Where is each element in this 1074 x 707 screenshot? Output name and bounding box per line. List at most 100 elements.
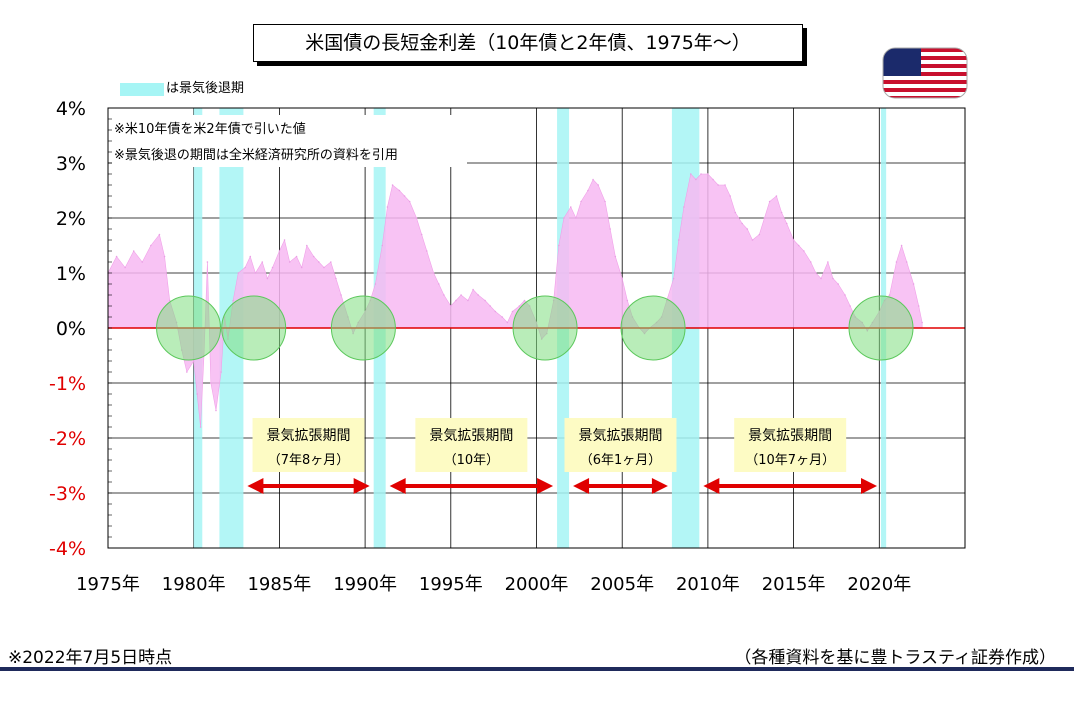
spread-point xyxy=(494,310,497,313)
spread-point xyxy=(199,426,202,428)
spread-point xyxy=(580,200,582,203)
expansion-label: 景気拡張期間 xyxy=(267,428,351,444)
x-tick-label: 2005年 xyxy=(590,574,654,595)
spread-point xyxy=(768,200,771,203)
x-tick-label: 1980年 xyxy=(162,574,226,595)
spread-point xyxy=(557,244,560,247)
spread-point xyxy=(249,255,252,258)
spread-point xyxy=(386,206,389,208)
x-tick-label: 1990年 xyxy=(333,574,397,595)
expansion-arrow-head-right xyxy=(651,478,668,494)
spread-point xyxy=(518,305,521,307)
spread-point xyxy=(132,250,135,252)
spread-point xyxy=(124,266,126,269)
spread-point xyxy=(751,239,754,241)
spread-point xyxy=(775,195,778,197)
inversion-circle xyxy=(848,295,914,361)
inversion-circle xyxy=(156,295,222,361)
spread-point xyxy=(921,321,923,324)
spread-point xyxy=(295,255,298,258)
spread-point xyxy=(763,217,766,219)
spread-point xyxy=(917,305,920,307)
spread-point xyxy=(809,261,812,263)
spread-point xyxy=(506,321,509,324)
expansion-arrow-head-left xyxy=(703,478,720,494)
spread-point xyxy=(484,299,486,302)
legend-text: は景気後退期 xyxy=(166,81,245,96)
spread-point xyxy=(420,233,423,236)
spread-point xyxy=(232,299,234,302)
spread-point xyxy=(450,305,452,307)
spread-point xyxy=(609,228,612,230)
y-tick-label: 4% xyxy=(56,98,86,120)
spread-point xyxy=(266,277,269,280)
x-tick-label: 2000年 xyxy=(505,574,569,595)
expansion-arrow-head-right xyxy=(353,478,370,494)
expansion-arrow-head-right xyxy=(861,478,878,494)
spread-point xyxy=(215,409,217,412)
spread-point xyxy=(895,261,898,263)
spread-point xyxy=(391,184,394,186)
notes-background xyxy=(112,115,467,167)
spread-point xyxy=(614,255,617,258)
spread-point xyxy=(340,294,342,296)
spread-point xyxy=(523,299,526,302)
footer-bar xyxy=(0,667,1074,671)
spread-point xyxy=(792,239,795,241)
spread-point xyxy=(115,255,118,258)
spread-point xyxy=(374,283,377,285)
spread-point xyxy=(905,261,908,263)
spread-point xyxy=(626,299,629,302)
x-tick-label: 1995年 xyxy=(419,574,483,595)
spread-point xyxy=(477,294,480,296)
spread-point xyxy=(271,266,274,269)
spread-point xyxy=(707,173,709,175)
spread-point xyxy=(300,266,303,269)
spread-point xyxy=(210,382,212,384)
expansion-duration: （7年8ヶ月） xyxy=(268,453,350,468)
us-flag-icon xyxy=(882,47,968,99)
spread-point xyxy=(443,294,445,296)
spread-point xyxy=(206,261,209,263)
x-tick-label: 2010年 xyxy=(676,574,740,595)
x-tick-label: 1975年 xyxy=(76,574,140,595)
y-tick-label: -3% xyxy=(49,483,86,505)
spread-point xyxy=(844,294,846,296)
expansion-label-box xyxy=(415,418,528,472)
spread-point xyxy=(261,261,264,263)
y-tick-label: 1% xyxy=(56,263,86,285)
spread-point xyxy=(700,173,702,175)
spread-point xyxy=(438,283,440,285)
spread-point xyxy=(192,360,195,362)
y-tick-label: 3% xyxy=(56,153,86,175)
spread-point xyxy=(318,261,320,263)
spread-point xyxy=(741,222,743,225)
spread-point xyxy=(780,211,783,214)
expansion-duration: （10年7ヶ月） xyxy=(745,453,835,468)
spread-point xyxy=(900,244,903,247)
spread-point xyxy=(472,288,474,291)
spread-point xyxy=(186,371,188,373)
expansion-arrow-head-left xyxy=(573,478,590,494)
spread-point xyxy=(912,283,915,285)
spread-point xyxy=(511,310,514,313)
spread-point xyxy=(717,184,719,186)
expansion-label: 景気拡張期間 xyxy=(429,428,513,444)
y-tick-label: -1% xyxy=(49,373,86,395)
spread-point xyxy=(827,261,829,263)
expansion-label-box xyxy=(564,418,677,472)
yield-spread-chart: 4% 3% 2% 1% 0% -1% -2% -3% -4% 1975年 1980年 1985年 199… xyxy=(49,98,966,595)
spread-point xyxy=(563,217,565,219)
spread-point xyxy=(672,277,675,280)
y-tick-label: 2% xyxy=(56,208,86,230)
expansion-arrow-head-right xyxy=(537,478,554,494)
spread-point xyxy=(489,305,492,307)
spread-point xyxy=(597,184,600,186)
note-text: ※景気後退の期間は全米経済研究所の資料を引用 xyxy=(114,147,398,163)
y-tick-label: -4% xyxy=(49,538,86,560)
chart-title: 米国債の長短金利差（10年債と2年債、1975年〜） xyxy=(253,24,803,62)
spread-point xyxy=(815,272,817,274)
legend-swatch xyxy=(120,83,164,96)
spread-point xyxy=(746,228,749,230)
spread-point xyxy=(621,277,623,280)
